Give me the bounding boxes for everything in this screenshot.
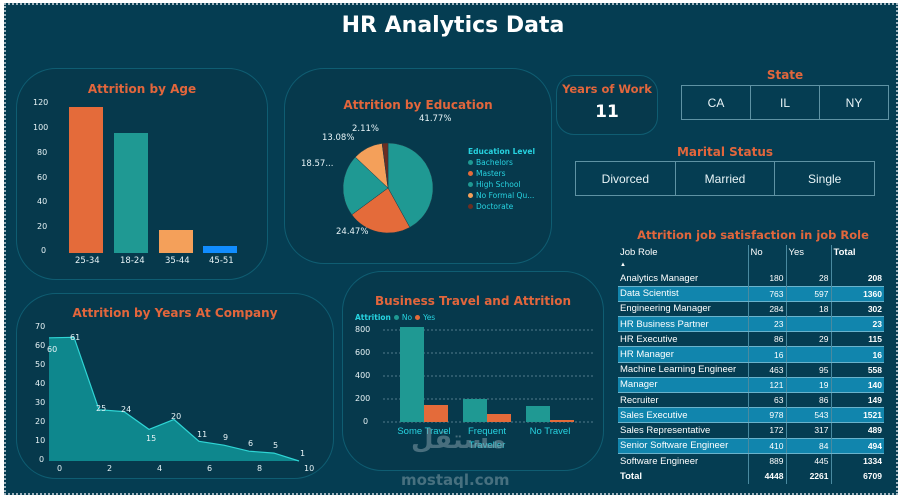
business-travel-card[interactable]: Business Travel and Attrition Attrition … bbox=[342, 271, 604, 471]
page-title: HR Analytics Data bbox=[341, 13, 565, 38]
sort-ascending-icon: ▲ bbox=[620, 262, 626, 268]
travel-chart-title: Business Travel and Attrition bbox=[374, 294, 572, 308]
bar-45-51[interactable] bbox=[203, 246, 237, 253]
bar-frequent-yes[interactable] bbox=[487, 414, 511, 422]
state-option-il[interactable]: IL bbox=[751, 86, 820, 119]
state-slicer: CA IL NY bbox=[681, 85, 889, 120]
state-option-ny[interactable]: NY bbox=[845, 95, 863, 110]
age-chart-card[interactable]: Attrition by Age 120 100 80 60 40 20 0 2… bbox=[16, 68, 268, 280]
legend-dot-icon bbox=[468, 171, 473, 176]
table-row[interactable]: Engineering Manager 284 18 302 bbox=[618, 301, 884, 317]
bar-25-34[interactable] bbox=[69, 107, 103, 253]
table-total-row: Total 4448 2261 6709 bbox=[618, 468, 884, 484]
table-row[interactable]: HR Business Partner 23 23 bbox=[618, 316, 884, 333]
legend-dot-icon bbox=[468, 204, 473, 209]
marital-option-divorced[interactable]: Divorced bbox=[576, 162, 676, 195]
table-row[interactable]: Machine Learning Engineer 463 95 558 bbox=[618, 362, 884, 378]
dashboard-canvas: HR Analytics Data Attrition by Age 120 1… bbox=[4, 3, 898, 495]
legend-item-doctorate[interactable]: Doctorate bbox=[468, 202, 535, 211]
column-header-job-role[interactable]: Job Role ▲ bbox=[620, 247, 658, 268]
kpi-label: Years of Work bbox=[562, 82, 652, 96]
travel-gridlines bbox=[383, 329, 593, 423]
table-row[interactable]: Recruiter 63 86 149 bbox=[618, 392, 884, 408]
table-row[interactable]: Analytics Manager 180 28 208 bbox=[618, 271, 884, 287]
table-row[interactable]: Software Engineer 889 445 1334 bbox=[618, 453, 884, 469]
job-table-title: Attrition job satisfaction in job Role bbox=[637, 228, 869, 242]
bar-no-travel-no[interactable] bbox=[526, 406, 550, 422]
pie-label-no-formal: 13.08% bbox=[322, 133, 355, 143]
table-row[interactable]: Senior Software Engineer 410 84 494 bbox=[618, 437, 884, 454]
state-option-ca[interactable]: CA bbox=[682, 86, 751, 119]
legend-dot-icon bbox=[415, 315, 421, 320]
watermark-latin: mostaql.com bbox=[401, 471, 510, 489]
education-chart-card[interactable]: Attrition by Education 41.77% 24.47% 18.… bbox=[284, 68, 552, 264]
years-at-company-card[interactable]: Attrition by Years At Company 70 60 50 4… bbox=[16, 293, 334, 479]
legend-item-no[interactable]: No bbox=[393, 313, 412, 322]
bar-frequent-no[interactable] bbox=[463, 399, 487, 422]
pie-label-bachelors: 41.77% bbox=[419, 114, 452, 124]
marital-option-single[interactable]: Single bbox=[808, 171, 842, 186]
legend-item-masters[interactable]: Masters bbox=[468, 169, 535, 178]
legend-item-bachelors[interactable]: Bachelors bbox=[468, 158, 535, 167]
marital-option-married[interactable]: Married bbox=[676, 162, 776, 195]
pie-label-masters: 24.47% bbox=[336, 227, 369, 237]
table-row[interactable]: Manager 121 19 140 bbox=[618, 376, 884, 394]
legend-dot-icon bbox=[468, 193, 473, 198]
education-legend: Education Level Bachelors Masters High S… bbox=[468, 147, 536, 211]
table-row[interactable]: Sales Representative 172 317 489 bbox=[618, 422, 884, 439]
legend-item-no-formal[interactable]: No Formal Qu... bbox=[468, 191, 535, 200]
legend-item-high-school[interactable]: High School bbox=[468, 180, 535, 189]
years-area-chart[interactable] bbox=[49, 324, 309, 464]
legend-item-yes[interactable]: Yes bbox=[415, 313, 435, 322]
table-row[interactable]: Data Scientist 763 597 1360 bbox=[618, 285, 884, 302]
bar-35-44[interactable] bbox=[159, 230, 193, 253]
column-header-yes[interactable]: Yes bbox=[785, 245, 831, 271]
bar-some-travel-yes[interactable] bbox=[424, 405, 448, 422]
education-chart-title: Attrition by Education bbox=[343, 98, 493, 112]
kpi-value: 11 bbox=[595, 102, 619, 122]
legend-dot-icon bbox=[393, 315, 399, 320]
years-of-work-card: Years of Work 11 bbox=[556, 75, 658, 135]
table-row[interactable]: HR Manager 16 16 bbox=[618, 346, 884, 363]
years-chart-title: Attrition by Years At Company bbox=[72, 306, 278, 320]
bar-no-travel-yes[interactable] bbox=[550, 420, 574, 422]
marital-slicer-label: Marital Status bbox=[676, 145, 774, 159]
job-role-table: Job Role ▲ No Yes Total Analytics Manager… bbox=[618, 245, 884, 484]
column-header-no[interactable]: No bbox=[747, 245, 786, 271]
table-row[interactable]: HR Executive 86 29 115 bbox=[618, 331, 884, 347]
legend-dot-icon bbox=[468, 182, 473, 187]
table-row[interactable]: Sales Executive 978 543 1521 bbox=[618, 407, 884, 424]
legend-dot-icon bbox=[468, 160, 473, 165]
education-pie[interactable] bbox=[333, 133, 443, 243]
travel-legend: Attrition No Yes bbox=[355, 313, 436, 322]
pie-label-high-school: 18.57... bbox=[301, 159, 334, 169]
marital-slicer: Divorced Married Single bbox=[575, 161, 875, 196]
age-chart-title: Attrition by Age bbox=[87, 82, 197, 96]
bar-some-travel-no[interactable] bbox=[400, 327, 424, 422]
pie-label-doctorate: 2.11% bbox=[352, 124, 380, 134]
column-header-total[interactable]: Total bbox=[830, 245, 884, 271]
state-slicer-label: State bbox=[766, 68, 804, 82]
watermark-arabic: مستقل bbox=[411, 425, 507, 455]
bar-18-24[interactable] bbox=[114, 133, 148, 253]
table-header-row: Job Role ▲ No Yes Total bbox=[618, 245, 884, 271]
